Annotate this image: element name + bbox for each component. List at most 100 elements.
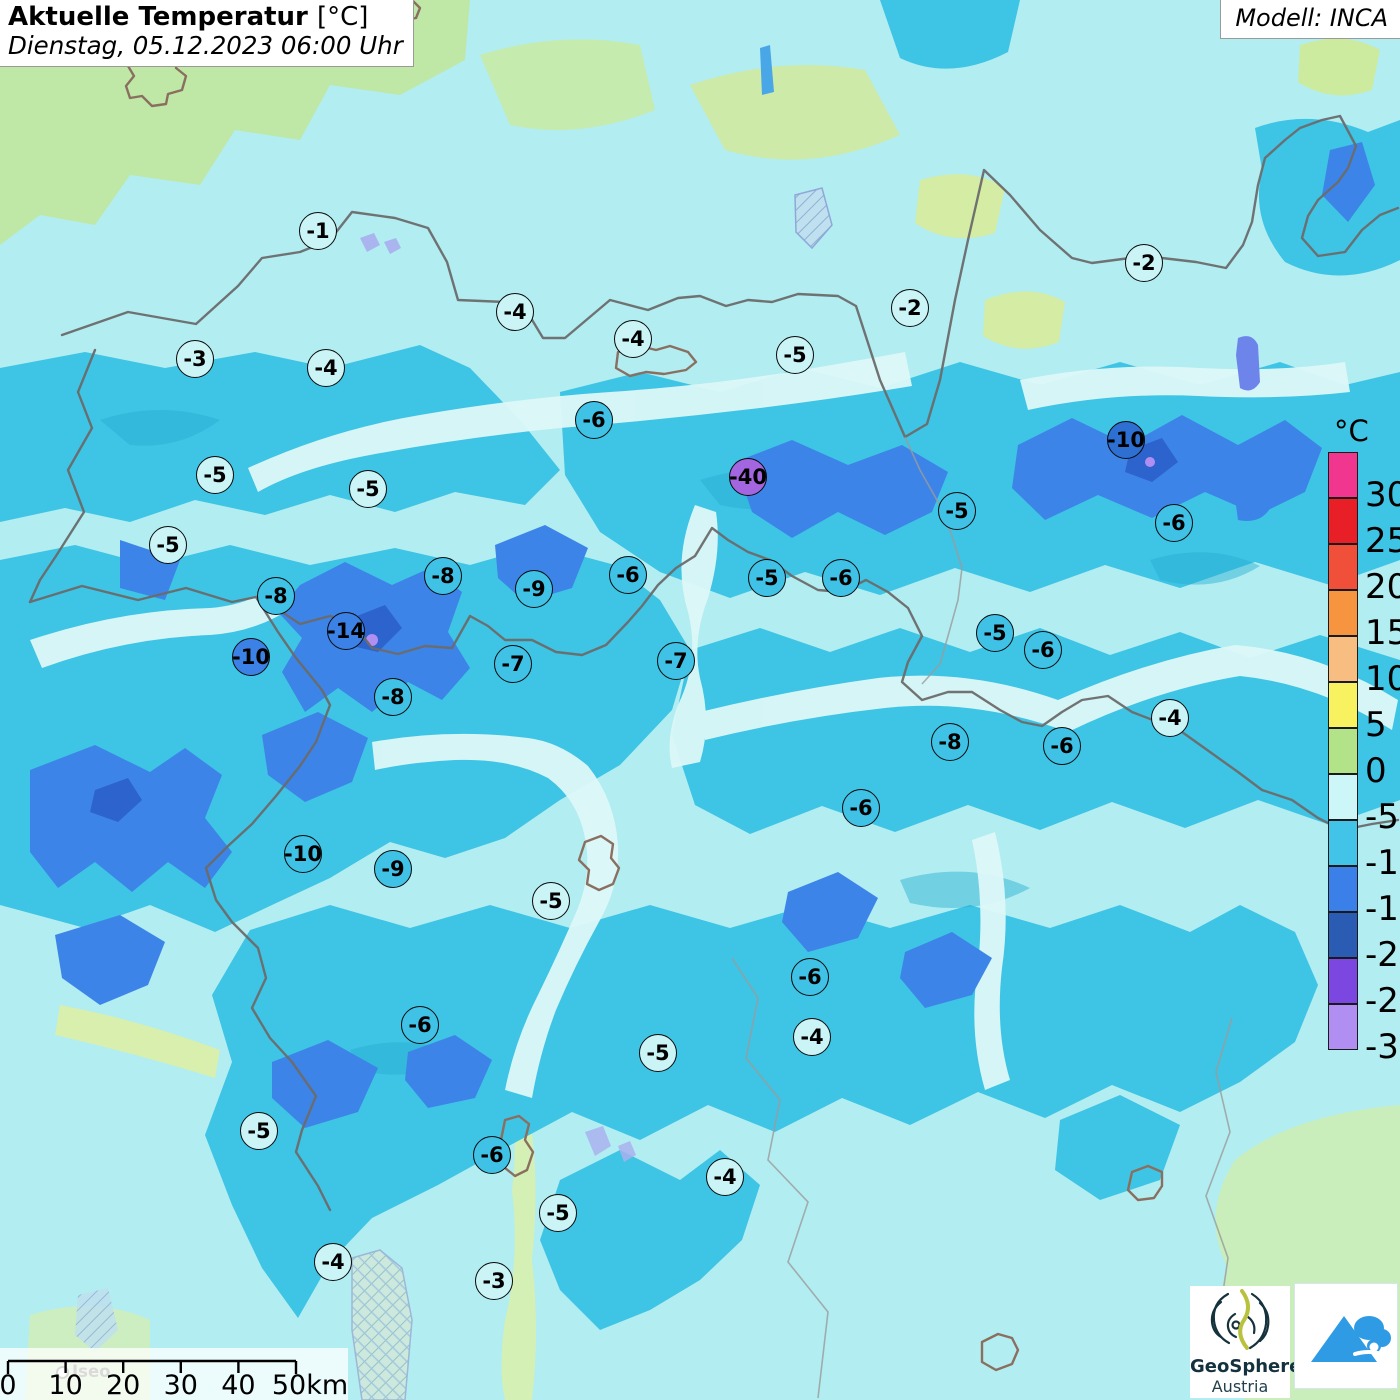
colorbar-segment bbox=[1328, 682, 1358, 728]
colorbar-segment bbox=[1328, 728, 1358, 774]
scalebar-label: 30 bbox=[163, 1370, 198, 1400]
temperature-bubble: -4 bbox=[314, 1243, 352, 1281]
temperature-bubble: -9 bbox=[374, 850, 412, 888]
lake-walchensee bbox=[794, 187, 833, 250]
temperature-bubble: -40 bbox=[729, 458, 767, 496]
colorbar-segment bbox=[1328, 452, 1358, 498]
geosphere-country: Austria bbox=[1211, 1377, 1269, 1396]
colorbar-tick-label: 20 bbox=[1365, 566, 1400, 607]
temperature-bubble: -4 bbox=[793, 1018, 831, 1056]
temperature-bubble: -5 bbox=[196, 456, 234, 494]
temperature-bubble: -5 bbox=[938, 492, 976, 530]
geosphere-logo-box: GeoSphere Austria bbox=[1190, 1286, 1302, 1398]
colorbar-segment bbox=[1328, 958, 1358, 1004]
boundary-innsbruck bbox=[614, 344, 698, 378]
lake-achensee bbox=[760, 45, 774, 95]
scalebar-ruler bbox=[6, 1359, 298, 1374]
temperature-bubble: -10 bbox=[284, 835, 322, 873]
temperature-bubble: -2 bbox=[1125, 244, 1163, 282]
temperature-bubble: -4 bbox=[496, 293, 534, 331]
colorbar-tick-label: -20 bbox=[1365, 934, 1400, 975]
colorbar-tick-label: -5 bbox=[1365, 796, 1399, 837]
colorbar-segment bbox=[1328, 636, 1358, 682]
temperature-bubble: -6 bbox=[1024, 631, 1062, 669]
colorbar-segment bbox=[1328, 590, 1358, 636]
temperature-bubble: -6 bbox=[791, 958, 829, 996]
temperature-bubble: -6 bbox=[1043, 727, 1081, 765]
temperature-bubble: -5 bbox=[240, 1112, 278, 1150]
colorbar-tick-label: -15 bbox=[1365, 888, 1400, 929]
temperature-bubble: -4 bbox=[307, 349, 345, 387]
temperature-bubble: -5 bbox=[149, 526, 187, 564]
temperature-bubble: -5 bbox=[748, 559, 786, 597]
temperature-bubble: -6 bbox=[822, 559, 860, 597]
small-lakes-reutte bbox=[360, 233, 401, 254]
temperature-bubble: -5 bbox=[639, 1034, 677, 1072]
colorbar-segment bbox=[1328, 774, 1358, 820]
title-box: Aktuelle Temperatur [°C] Dienstag, 05.12… bbox=[0, 0, 414, 67]
border-germany-austria bbox=[60, 114, 1400, 439]
scalebar-label: 0 bbox=[0, 1370, 17, 1400]
boundary-pordenone bbox=[1126, 1164, 1164, 1202]
colorbar-segment bbox=[1328, 820, 1358, 866]
mountain-cloud-icon bbox=[1311, 1316, 1391, 1362]
colorbar-tick-label: -10 bbox=[1365, 842, 1400, 883]
geosphere-name: GeoSphere bbox=[1190, 1356, 1302, 1377]
temperature-bubble: -5 bbox=[349, 470, 387, 508]
temperature-bubble: -8 bbox=[424, 557, 462, 595]
lake-zell-am-see bbox=[1236, 336, 1260, 391]
temperature-bubble: -8 bbox=[257, 577, 295, 615]
temperature-bubble: -5 bbox=[976, 614, 1014, 652]
geosphere-logo-icon bbox=[1210, 1289, 1270, 1350]
scalebar-label: 20 bbox=[106, 1370, 141, 1400]
title-datetime: Dienstag, 05.12.2023 06:00 Uhr bbox=[8, 31, 403, 61]
scalebar-label: 10 bbox=[48, 1370, 83, 1400]
temperature-bubble: -5 bbox=[532, 882, 570, 920]
colorbar-segment bbox=[1328, 498, 1358, 544]
temperature-bubble: -14 bbox=[327, 612, 365, 650]
temperature-bubble: -5 bbox=[539, 1194, 577, 1232]
temperature-bubble: -6 bbox=[609, 556, 647, 594]
temperature-bubble: -4 bbox=[1151, 699, 1189, 737]
model-label: Modell: INCA bbox=[1220, 0, 1400, 39]
temperature-bubble: -2 bbox=[891, 289, 929, 327]
scalebar-label: 50km bbox=[271, 1370, 349, 1400]
weather-app-icon-box bbox=[1294, 1283, 1398, 1389]
temperature-bubble: -7 bbox=[494, 645, 532, 683]
colorbar-segment bbox=[1328, 544, 1358, 590]
border-salzburg-tirol bbox=[904, 436, 963, 685]
temperature-bubble: -10 bbox=[1107, 421, 1145, 459]
temperature-bubble: -6 bbox=[401, 1006, 439, 1044]
colorbar-tick-label: 10 bbox=[1365, 658, 1400, 699]
lake-garda bbox=[351, 1249, 413, 1400]
colorbar-tick-label: 0 bbox=[1365, 750, 1387, 791]
temperature-bubble: -3 bbox=[475, 1262, 513, 1300]
border-switzerland-italy bbox=[204, 595, 332, 1212]
temperature-bubble: -5 bbox=[776, 336, 814, 374]
scalebar-label: 40 bbox=[221, 1370, 256, 1400]
colorbar-tick-label: 5 bbox=[1365, 704, 1387, 745]
boundary-treviso bbox=[980, 1332, 1020, 1372]
temperature-bubble: -1 bbox=[299, 212, 337, 250]
colorbar-segment bbox=[1328, 912, 1358, 958]
temperature-bubble: -6 bbox=[842, 789, 880, 827]
temperature-bubble: -8 bbox=[931, 723, 969, 761]
colorbar-tick-label: 30 bbox=[1365, 474, 1400, 515]
temperature-bubble: -6 bbox=[473, 1136, 511, 1174]
title-unit: [°C] bbox=[316, 2, 369, 32]
temperature-bubble: -4 bbox=[614, 320, 652, 358]
map-scalebar: 0 10 20 30 40 50km bbox=[0, 1348, 348, 1400]
boundary-bozen bbox=[577, 834, 621, 892]
page-title: Aktuelle Temperatur [°C] bbox=[8, 2, 403, 32]
title-text: Aktuelle Temperatur bbox=[8, 2, 308, 32]
temperature-bubble: -4 bbox=[706, 1158, 744, 1196]
colorbar-tick-label: -25 bbox=[1365, 980, 1400, 1021]
temperature-bubble: -10 bbox=[232, 638, 270, 676]
small-lakes-valsugana bbox=[585, 1126, 636, 1162]
border-switzerland-austria bbox=[28, 348, 97, 604]
temperature-bubble: -9 bbox=[515, 570, 553, 608]
border-trentino-veneto bbox=[731, 957, 829, 1399]
colorbar-unit: °C bbox=[1334, 414, 1369, 448]
